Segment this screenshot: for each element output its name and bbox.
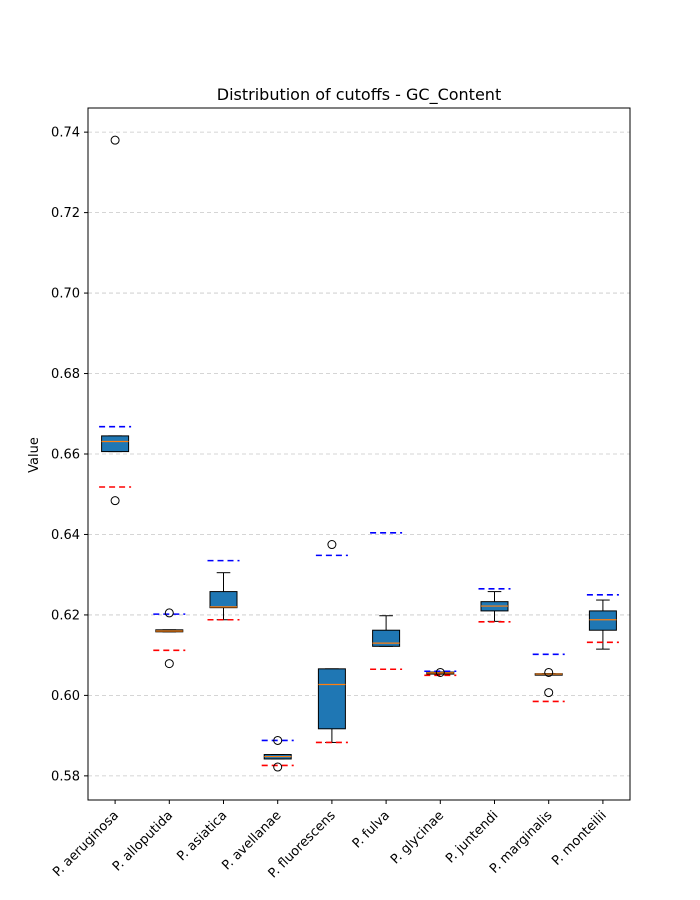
outlier-point xyxy=(544,667,554,677)
x-tick-label: P. monteilii xyxy=(549,808,609,868)
box-group xyxy=(315,540,348,744)
outlier-point xyxy=(273,735,283,745)
box-group xyxy=(586,594,619,650)
y-tick-label: 0.64 xyxy=(51,528,80,543)
box-group xyxy=(424,667,457,677)
y-tick-label: 0.60 xyxy=(51,689,80,704)
box-group xyxy=(207,559,240,621)
outlier-point xyxy=(110,135,120,145)
outlier-point xyxy=(327,540,337,550)
y-tick-label: 0.58 xyxy=(51,769,80,784)
box-group xyxy=(261,735,294,772)
y-axis-label: Value xyxy=(27,437,42,473)
box-layer xyxy=(99,135,619,772)
box-group xyxy=(370,532,403,671)
x-tick-label: P. fulva xyxy=(350,808,393,851)
x-tick-label: P. glycinae xyxy=(388,808,447,867)
box-group xyxy=(99,135,132,506)
chart-title: Distribution of cutoffs - GC_Content xyxy=(217,85,501,105)
y-tick-label: 0.62 xyxy=(51,608,80,623)
x-tick-label: P. aeruginosa xyxy=(50,808,122,880)
axis-ticks: 0.58 0.60 0.62 0.64 0.66 0.68 0.70 0.72 0.74 P. a… xyxy=(50,126,610,882)
outlier-point xyxy=(273,762,283,772)
x-tick-label: P. juntendi xyxy=(443,808,501,866)
box-group xyxy=(478,587,511,623)
box-group xyxy=(532,653,565,703)
outlier-point xyxy=(164,659,174,669)
y-tick-label: 0.70 xyxy=(51,287,80,302)
box-iqr xyxy=(588,610,617,631)
x-tick-label: P. asiatica xyxy=(174,808,230,864)
grid-lines xyxy=(88,131,630,777)
y-tick-label: 0.72 xyxy=(51,206,80,221)
box-group xyxy=(153,608,186,669)
y-tick-label: 0.66 xyxy=(51,448,80,463)
outlier-point xyxy=(110,496,120,506)
box-iqr xyxy=(101,435,130,453)
box-iqr xyxy=(372,629,401,647)
box-iqr xyxy=(209,591,238,609)
box-iqr xyxy=(317,668,346,730)
y-tick-label: 0.74 xyxy=(51,126,80,141)
outlier-point xyxy=(435,667,445,677)
y-tick-label: 0.68 xyxy=(51,367,80,382)
outlier-point xyxy=(164,608,174,618)
outlier-point xyxy=(544,688,554,698)
